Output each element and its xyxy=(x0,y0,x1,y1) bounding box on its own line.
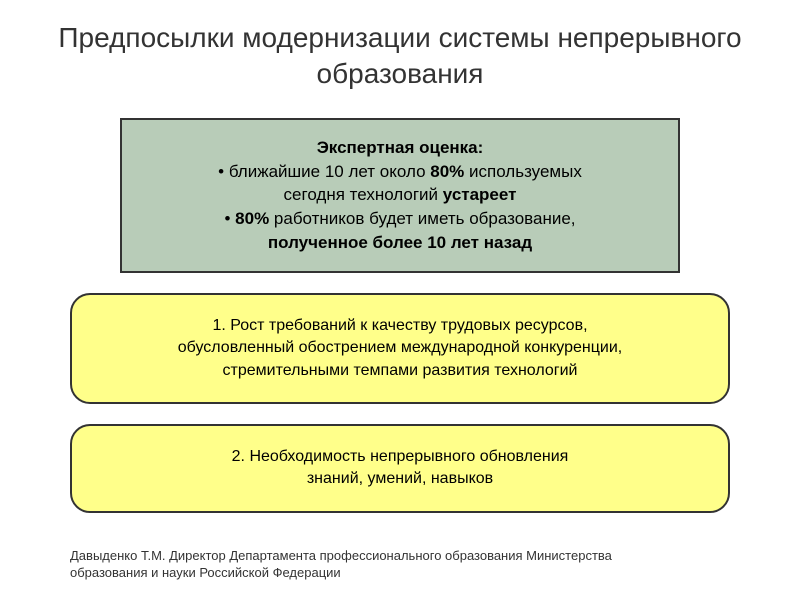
premise-2-line-1: 2. Необходимость непрерывного обновления xyxy=(96,446,704,468)
premise-1-line-3: стремительными темпами развития технолог… xyxy=(96,360,704,382)
page-title: Предпосылки модернизации системы непреры… xyxy=(40,20,760,93)
expert-assessment-box: Экспертная оценка: • ближайшие 10 лет ок… xyxy=(120,118,680,273)
premise-1-line-1: 1. Рост требований к качеству трудовых р… xyxy=(96,315,704,337)
premise-1-content: 1. Рост требований к качеству трудовых р… xyxy=(96,315,704,382)
premise-1-line-2: обусловленный обострением международной … xyxy=(96,337,704,359)
bullet2-bold: 80% xyxy=(235,209,269,228)
bullet1-bold: 80% xyxy=(430,162,464,181)
bullet2-prefix: • xyxy=(224,209,235,228)
premise-2-line-2: знаний, умений, навыков xyxy=(96,468,704,490)
premise-2-content: 2. Необходимость непрерывного обновления… xyxy=(96,446,704,491)
expert-line-2: сегодня технологий устареет xyxy=(142,183,658,207)
footer-line-1: Давыденко Т.М. Директор Департамента про… xyxy=(70,548,760,565)
expert-bullet-1: • ближайшие 10 лет около 80% используемы… xyxy=(142,160,658,184)
premise-box-2: 2. Необходимость непрерывного обновления… xyxy=(70,424,730,513)
bullet1-suffix: используемых xyxy=(464,162,582,181)
expert-content: Экспертная оценка: • ближайшие 10 лет ок… xyxy=(142,136,658,255)
bullet1-prefix: • ближайшие 10 лет около xyxy=(218,162,430,181)
expert-line-4: полученное более 10 лет назад xyxy=(142,231,658,255)
expert-bullet-2: • 80% работников будет иметь образование… xyxy=(142,207,658,231)
line2-bold: устареет xyxy=(443,185,517,204)
footer-attribution: Давыденко Т.М. Директор Департамента про… xyxy=(70,548,760,582)
bullet2-suffix: работников будет иметь образование, xyxy=(269,209,575,228)
premise-box-1: 1. Рост требований к качеству трудовых р… xyxy=(70,293,730,404)
expert-header: Экспертная оценка: xyxy=(142,136,658,160)
footer-line-2: образования и науки Российской Федерации xyxy=(70,565,760,582)
line2-prefix: сегодня технологий xyxy=(284,185,443,204)
